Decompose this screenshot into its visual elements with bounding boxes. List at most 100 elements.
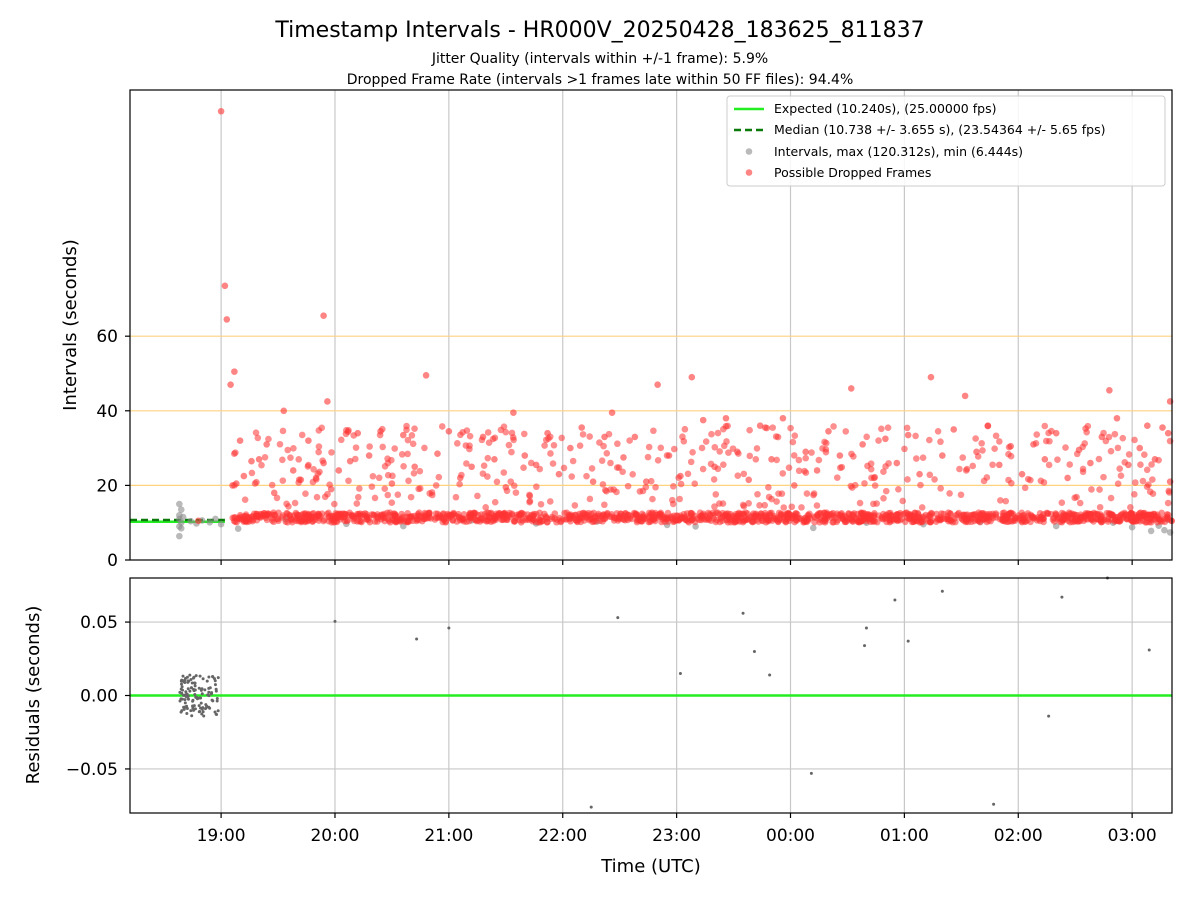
dropped-frame-point <box>912 432 919 440</box>
dropped-frame-point <box>901 518 909 526</box>
dropped-frame-point <box>291 499 299 507</box>
dropped-frame-point <box>620 454 627 461</box>
dropped-frame-point <box>474 517 482 524</box>
dropped-frame-point <box>560 464 568 472</box>
residual-point <box>189 677 193 681</box>
dropped-frame-point <box>1058 509 1066 517</box>
dropped-frame-point <box>1096 486 1103 493</box>
dropped-frame-point <box>598 457 606 464</box>
dropped-frame-point <box>1102 437 1110 445</box>
dropped-frame-point <box>756 422 764 430</box>
dropped-frame-point <box>381 485 389 492</box>
dropped-frame-point <box>619 468 626 476</box>
dropped-frame-point <box>746 426 753 434</box>
residual-point <box>203 688 207 692</box>
dropped-frame-point <box>1139 477 1147 485</box>
dropped-frame-point <box>346 457 354 465</box>
dropped-frame-point <box>606 513 613 520</box>
x-tick-label: 00:00 <box>766 826 815 846</box>
dropped-frame-point <box>1104 518 1112 525</box>
dropped-frame-point <box>935 515 943 523</box>
dropped-frame-point <box>1076 499 1084 507</box>
dropped-frame-point <box>765 484 772 491</box>
dropped-frame-point <box>555 470 563 478</box>
dropped-frame-point <box>624 482 632 490</box>
dropped-frame-point <box>313 512 320 520</box>
dropped-frame-point <box>601 501 608 509</box>
dropped-frame-point <box>913 455 920 462</box>
dropped-frame-point <box>698 516 705 524</box>
dropped-frame-point <box>1129 517 1137 525</box>
dropped-frame-point <box>287 454 294 462</box>
dropped-frame-point <box>1021 484 1029 492</box>
legend-intervals-label: Intervals, max (120.312s), min (6.444s) <box>774 144 1023 159</box>
dropped-frame-point <box>265 435 272 443</box>
dropped-frame-point <box>664 509 672 517</box>
interval-point <box>1128 523 1136 531</box>
dropped-frame-point <box>795 467 803 475</box>
chart-subtitle-jitter: Jitter Quality (intervals within +/-1 fr… <box>431 51 768 67</box>
dropped-frame-point <box>520 464 527 471</box>
dropped-frame-point <box>580 517 588 524</box>
dropped-frame-point <box>745 476 753 484</box>
dropped-frame-point <box>1106 386 1113 394</box>
residual-point <box>185 707 189 711</box>
x-axis-label: Time (UTC) <box>600 856 701 877</box>
dropped-frame-point <box>1125 461 1132 469</box>
dropped-frame-point <box>791 432 799 439</box>
residuals-y-tick-label: −0.05 <box>66 760 118 780</box>
dropped-frame-point <box>813 502 821 509</box>
dropped-frame-point <box>926 471 934 479</box>
residual-point <box>189 709 193 713</box>
residual-point <box>992 802 996 806</box>
dropped-frame-point <box>839 512 846 520</box>
dropped-frame-point <box>779 414 787 422</box>
dropped-frame-point <box>613 488 620 496</box>
dropped-frame-point <box>400 462 407 470</box>
dropped-frame-point <box>780 504 788 511</box>
dropped-frame-point <box>375 474 383 482</box>
dropped-frame-point <box>335 467 343 474</box>
dropped-frame-point <box>452 493 460 501</box>
residual-point <box>212 677 216 681</box>
dropped-frame-point <box>404 436 412 444</box>
dropped-frame-point <box>1056 515 1064 522</box>
intervals-panel: 0 20 40 60 <box>96 89 1176 571</box>
dropped-frame-point <box>1144 422 1151 430</box>
dropped-frame-point <box>287 515 295 522</box>
dropped-frame-point <box>583 472 590 480</box>
residual-point <box>191 698 195 702</box>
dropped-frame-point <box>591 513 599 520</box>
residual-point <box>940 589 944 593</box>
dropped-frame-point <box>727 516 734 524</box>
dropped-frame-point <box>353 500 361 507</box>
legend-intervals-swatch <box>745 148 753 155</box>
dropped-frame-point <box>366 443 373 450</box>
dropped-frame-point <box>903 424 911 432</box>
dropped-frame-point <box>1088 486 1095 493</box>
dropped-frame-point <box>1113 414 1121 422</box>
dropped-frame-point <box>705 509 712 517</box>
dropped-frame-point <box>614 440 621 448</box>
dropped-frame-point <box>324 398 331 405</box>
dropped-frame-point <box>240 472 248 480</box>
dropped-frame-point <box>984 422 992 430</box>
dropped-frame-point <box>480 516 488 524</box>
dropped-frame-point <box>1079 468 1087 476</box>
dropped-frame-point <box>983 474 991 481</box>
dropped-frame-point <box>1002 497 1010 505</box>
dropped-frame-point <box>603 487 610 495</box>
dropped-frame-point <box>270 489 278 497</box>
dropped-frame-point <box>863 433 870 441</box>
dropped-frame-point <box>321 493 329 501</box>
dropped-frame-point <box>275 509 282 517</box>
dropped-frame-point <box>802 469 810 476</box>
residual-point <box>208 686 212 690</box>
dropped-frame-point <box>1148 511 1156 519</box>
residual-point <box>187 679 191 683</box>
dropped-frame-point <box>1062 444 1069 451</box>
residual-point <box>906 639 910 643</box>
dropped-frame-point <box>893 459 901 467</box>
dropped-frame-point <box>722 414 730 422</box>
residuals-y-axis-label: Residuals (seconds) <box>23 606 44 785</box>
